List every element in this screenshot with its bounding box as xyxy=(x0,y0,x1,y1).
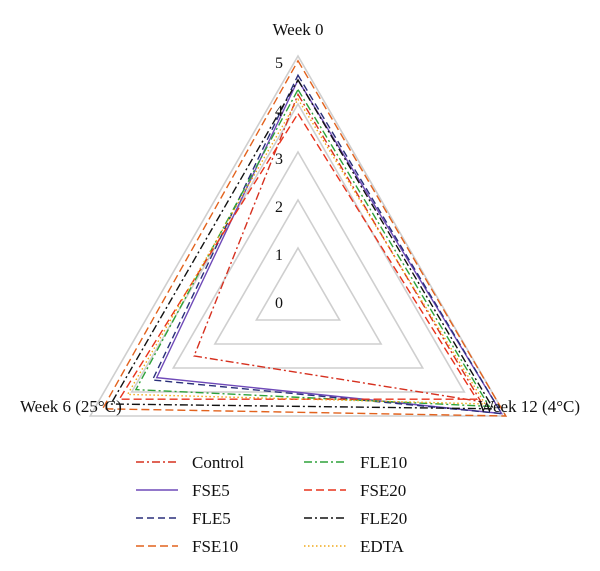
series-fle5-polygon xyxy=(151,73,504,415)
grid-ring-1 xyxy=(255,246,341,321)
tick-label-1: 1 xyxy=(275,247,283,264)
legend-label-fse5: FSE5 xyxy=(192,481,230,500)
series-fle10-polygon xyxy=(134,88,491,408)
series-fse5-polygon xyxy=(155,78,504,415)
axis-label-right: Week 12 (4°C) xyxy=(478,397,580,416)
legend: Control FSE5 FLE5 FSE10 FLE10 FSE20 FLE20 EDTA xyxy=(136,453,407,556)
legend-label-fse20: FSE20 xyxy=(360,481,406,500)
tick-label-2: 2 xyxy=(275,199,283,216)
series-fle20-polygon xyxy=(109,78,495,410)
grid-ring-2 xyxy=(213,198,383,345)
grid-ring-5 xyxy=(88,54,508,417)
grid-ring-3 xyxy=(171,150,425,369)
legend-label-edta: EDTA xyxy=(360,537,405,556)
axis-label-top: Week 0 xyxy=(272,20,323,39)
tick-label-5: 5 xyxy=(275,55,283,72)
series-control-polygon xyxy=(193,92,483,403)
radar-grid xyxy=(88,54,508,417)
legend-label-fle5: FLE5 xyxy=(192,509,231,528)
series-fse20-polygon xyxy=(118,112,478,400)
series-fse10-polygon xyxy=(101,59,508,417)
tick-label-4: 4 xyxy=(275,103,283,120)
tick-label-3: 3 xyxy=(275,151,283,168)
radar-series xyxy=(101,59,508,417)
radial-ticks: 0 1 2 3 4 5 xyxy=(275,55,283,312)
legend-label-control: Control xyxy=(192,453,244,472)
legend-label-fse10: FSE10 xyxy=(192,537,238,556)
legend-label-fle10: FLE10 xyxy=(360,453,407,472)
axis-label-left: Week 6 (25°C) xyxy=(20,397,122,416)
axis-labels: Week 0 Week 12 (4°C) Week 6 (25°C) xyxy=(20,20,580,416)
legend-label-fle20: FLE20 xyxy=(360,509,407,528)
tick-label-0: 0 xyxy=(275,295,283,312)
series-edta-polygon xyxy=(126,97,487,405)
